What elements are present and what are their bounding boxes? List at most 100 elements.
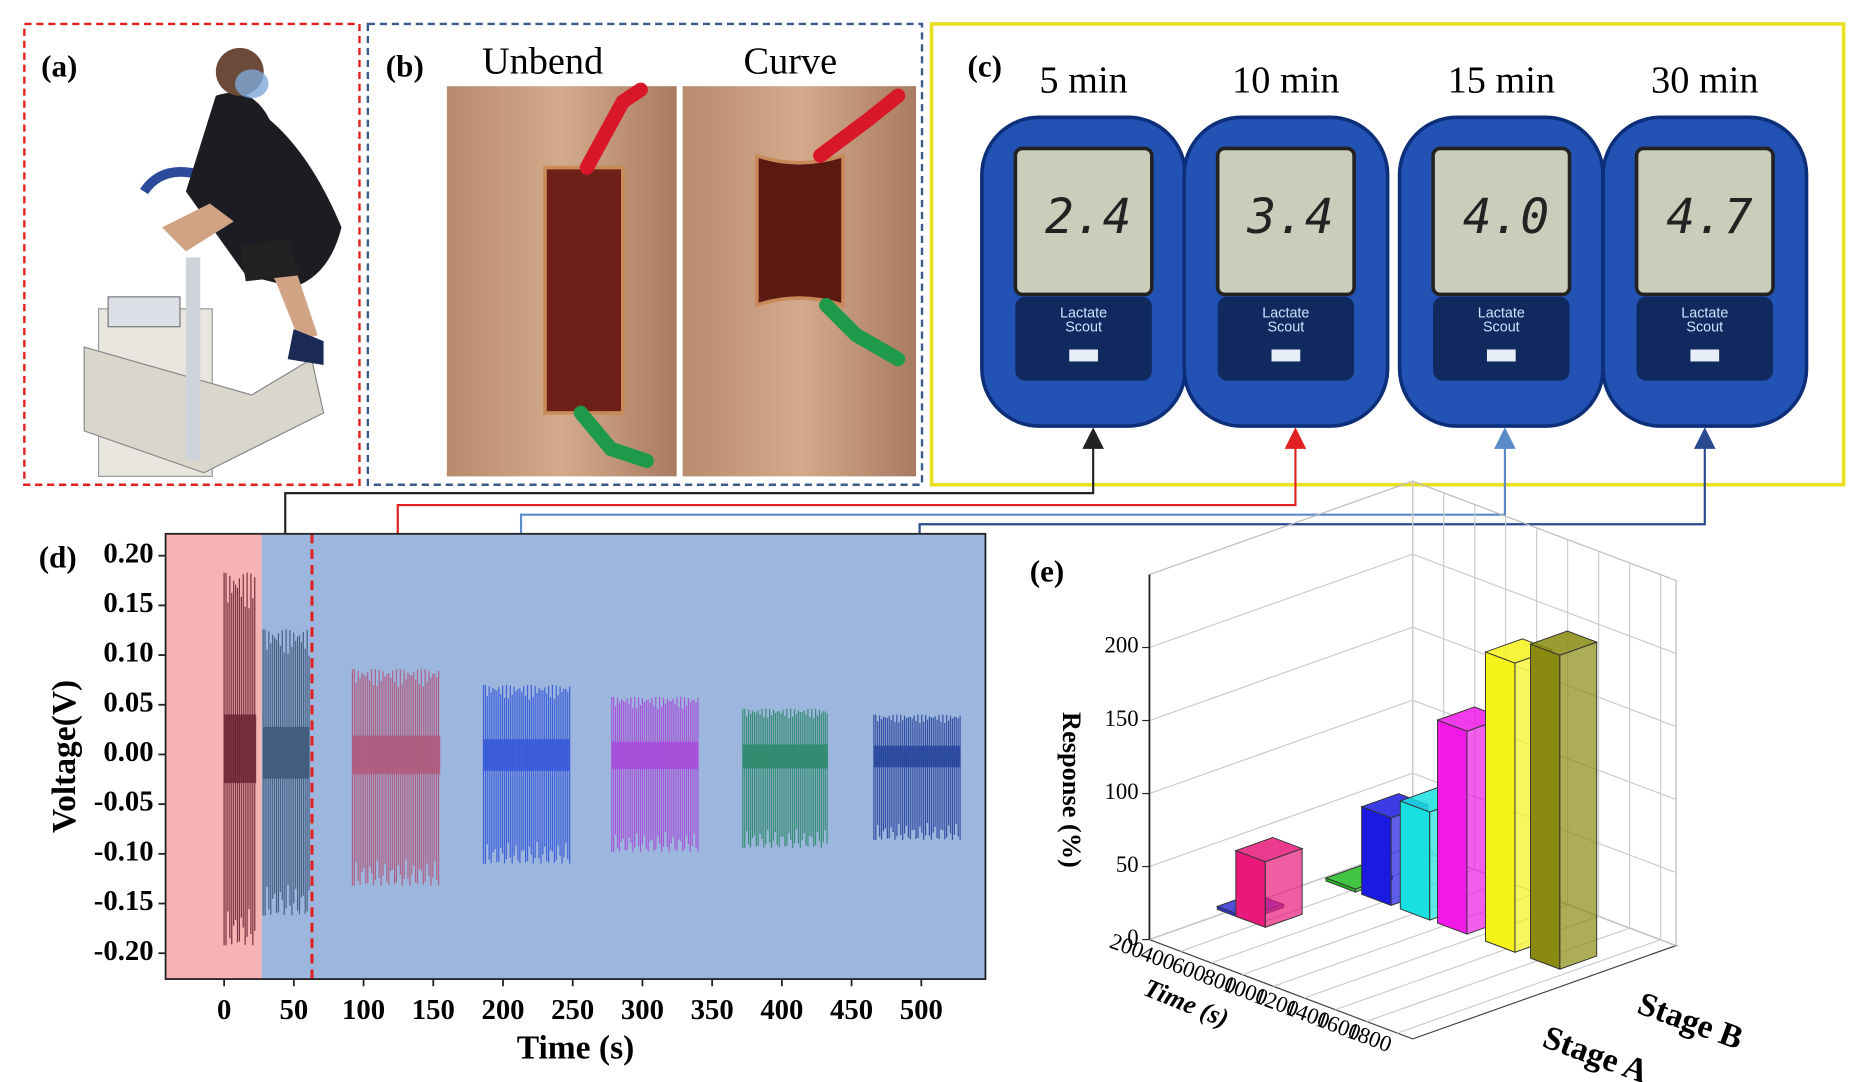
y-tick-label: 0.05 [103, 686, 153, 718]
photo-caption: Unbend [482, 40, 603, 82]
burst-core [873, 745, 961, 768]
chart-d: 0.20 0.15 0.10 0.05 0.00 -0.05 -0.10 -0.15 -0.20… [46, 532, 987, 1067]
voltage-burst [742, 708, 828, 848]
z-tick-label: 0 [1127, 925, 1138, 950]
meter-logo [1690, 349, 1720, 362]
meter-reading: 3.4 [1246, 190, 1333, 245]
meter-panel [1015, 296, 1152, 381]
z-tick-label: 50 [1116, 852, 1139, 877]
meter-model: Scout [1268, 320, 1305, 336]
bar [1361, 806, 1392, 907]
meter-brand: Lactate [1681, 305, 1728, 321]
burst-core [352, 735, 441, 775]
x-tick-label: 450 [830, 994, 873, 1026]
meter-screen [1013, 146, 1154, 297]
y-tick-label: 0.10 [103, 637, 153, 669]
meter-panel [1433, 296, 1570, 381]
photo-unbend [446, 82, 677, 477]
meter-model: Scout [1065, 320, 1102, 336]
chart-e: 0501001502002004006008001000120014001600… [1057, 480, 1748, 1082]
x-tick-label: 0 [217, 994, 231, 1026]
burst-core [263, 726, 310, 779]
bar [1437, 719, 1468, 935]
time-label: 10 min [1232, 60, 1339, 102]
meter-model: Scout [1686, 320, 1723, 336]
x-tick-label: 100 [342, 994, 385, 1026]
bar-side [1559, 641, 1598, 970]
z-axis-title: Response (%) [1057, 712, 1086, 868]
y-tick-label: -0.20 [94, 935, 154, 967]
z-tick-label: 200 [1105, 633, 1139, 658]
panel-a: (a) [23, 22, 361, 486]
meter-logo [1271, 349, 1301, 362]
plot-frame [164, 532, 987, 980]
time-label: 5 min [1039, 60, 1127, 102]
y-tick-label: 0.00 [103, 736, 153, 768]
meter-reading: 4.0 [1463, 190, 1549, 245]
bar-top [1529, 630, 1599, 656]
grid-line [1366, 563, 1631, 1023]
burst-core [483, 739, 570, 771]
bar [1530, 643, 1561, 970]
panel-border [929, 22, 1846, 487]
meter-model: Scout [1483, 320, 1520, 336]
burst-core [742, 744, 828, 769]
time-label: 30 min [1651, 60, 1758, 102]
time-label: 15 min [1448, 60, 1555, 102]
x-tick-label: 150 [412, 994, 455, 1026]
y-tick-label: -0.15 [94, 885, 154, 917]
photo-caption: Curve [744, 40, 838, 82]
x-tick-label: 500 [900, 994, 943, 1026]
grid-line [1335, 551, 1600, 1011]
meter-brand: Lactate [1262, 305, 1309, 321]
y-tick-label: 0.20 [103, 537, 153, 569]
x-tick-label: 1800 [1344, 1018, 1395, 1057]
x-tick-label: 350 [691, 994, 734, 1026]
x-tick-label: 300 [621, 994, 664, 1026]
z-tick-label: 150 [1105, 706, 1139, 731]
bar [1485, 651, 1516, 953]
meter-brand: Lactate [1478, 305, 1525, 321]
meter-screen [1634, 146, 1775, 297]
meter-logo [1069, 349, 1098, 362]
meter-panel [1636, 296, 1774, 381]
panel-border [366, 22, 924, 486]
meter-brand: Lactate [1060, 305, 1107, 321]
y-tick-label: 0.15 [103, 587, 153, 619]
y-axis-title: Voltage(V) [46, 680, 83, 833]
x-tick-label: 250 [551, 994, 594, 1026]
meter-reading: 2.4 [1045, 190, 1131, 245]
meter-panel [1217, 296, 1355, 381]
meter-screen [1215, 146, 1356, 297]
x-axis-title: Time (s) [517, 1030, 635, 1067]
bar [1399, 800, 1431, 921]
panel-border [23, 22, 361, 486]
panel-label: (e) [1030, 554, 1065, 589]
panel-b: (b) Unbend Curve [366, 22, 924, 486]
bar-side [1264, 847, 1303, 929]
photo-cyclist [83, 47, 342, 477]
panel-label: (c) [967, 49, 1002, 84]
meter-reading: 4.7 [1666, 190, 1753, 245]
x-tick-label: 400 [760, 994, 803, 1026]
voltage-burst [611, 696, 699, 852]
photo-curve [682, 86, 917, 477]
panel-label: (d) [39, 539, 77, 574]
grid-line [1397, 574, 1662, 1034]
stage-label: Stage B [1633, 985, 1748, 1057]
x-tick-label: 50 [279, 994, 308, 1026]
panel-label: (a) [41, 49, 77, 84]
y-tick-label: -0.05 [94, 786, 154, 818]
bar [1235, 849, 1266, 929]
voltage-burst [873, 714, 961, 840]
z-tick-label: 100 [1105, 779, 1139, 804]
meter-screen [1431, 146, 1572, 297]
burst-core [611, 741, 699, 770]
bar-top [1234, 836, 1304, 863]
